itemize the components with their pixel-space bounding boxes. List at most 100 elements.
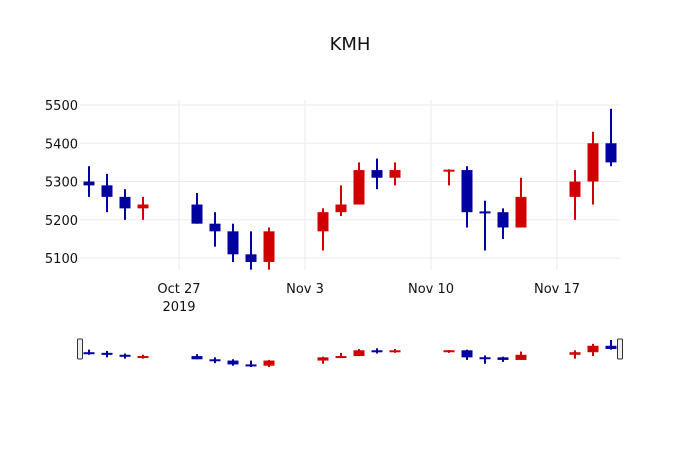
slider-candle-body: [515, 354, 527, 360]
candle-increasing: [497, 208, 509, 239]
slider-candle-body: [443, 350, 455, 353]
candle-body: [371, 170, 383, 178]
x-tick-sublabel: 2019: [162, 300, 195, 315]
candle-body: [101, 185, 113, 197]
grid: [80, 100, 620, 270]
candles: [83, 108, 617, 270]
candle-body: [461, 170, 473, 213]
y-axis: 5100 5200 5300 5400 5500: [45, 99, 78, 267]
candle-increasing: [461, 166, 473, 228]
candle-body: [191, 204, 203, 224]
slider-candle: [83, 349, 95, 355]
slider-candle: [335, 352, 347, 359]
range-slider-right-handle[interactable]: [617, 338, 623, 360]
candle-wick: [448, 169, 450, 186]
slider-candle-body: [605, 345, 617, 349]
candle-body: [443, 169, 455, 172]
candle-decreasing: [587, 131, 599, 205]
slider-candle-body: [119, 354, 131, 357]
candle-decreasing: [335, 185, 347, 217]
candle-decreasing: [389, 162, 401, 186]
slider-candle: [101, 350, 113, 358]
chart-title: KMH: [330, 34, 371, 55]
slider-candle-body: [335, 356, 347, 359]
slider-candle: [245, 360, 257, 367]
candle-body: [137, 204, 149, 209]
slider-candle-body: [497, 357, 509, 360]
candle-increasing: [245, 231, 257, 270]
candle-body: [119, 196, 131, 209]
slider-candle: [191, 354, 203, 360]
candle-wick: [610, 108, 612, 167]
slider-candle-wick: [250, 360, 252, 367]
slider-candle-body: [353, 350, 365, 357]
slider-candle-wick: [610, 340, 612, 350]
slider-candle: [569, 350, 581, 359]
candle-body: [335, 204, 347, 213]
candle-increasing: [119, 189, 131, 220]
slider-candle-body: [137, 356, 149, 359]
candle-body: [497, 212, 509, 228]
y-tick-label: 5500: [45, 99, 78, 114]
slider-candle-body: [569, 352, 581, 355]
x-tick-label: Nov 17: [534, 282, 580, 297]
slider-candle: [389, 349, 401, 353]
range-slider[interactable]: [77, 337, 623, 368]
x-axis: Oct 27 2019 Nov 3 Nov 10 Nov 17: [157, 282, 580, 315]
candle-increasing: [191, 193, 203, 224]
slider-candle-body: [245, 364, 257, 367]
candle-body: [209, 223, 221, 232]
slider-candle-body: [191, 356, 203, 360]
slider-candle-body: [83, 352, 95, 355]
candle-wick: [340, 185, 342, 217]
slider-candle-body: [227, 360, 239, 365]
y-tick-label: 5300: [45, 176, 78, 191]
y-tick-label: 5400: [45, 137, 78, 152]
candle-body: [83, 181, 95, 186]
slider-candle-body: [101, 352, 113, 355]
slider-candle-wick: [484, 355, 486, 364]
candle-body: [317, 212, 329, 232]
candle-decreasing: [569, 170, 581, 220]
slider-candle-body: [263, 360, 275, 366]
candle-body: [587, 143, 599, 182]
range-slider-left-handle[interactable]: [77, 338, 83, 360]
slider-candle: [371, 348, 383, 354]
slider-candle-body: [461, 350, 473, 358]
slider-candle: [479, 355, 491, 364]
candle-body: [479, 211, 491, 214]
slider-candle: [317, 356, 329, 364]
slider-candle: [605, 340, 617, 350]
candle-body: [515, 196, 527, 228]
x-tick-label: Nov 3: [286, 282, 324, 297]
slider-candle-body: [371, 350, 383, 353]
slider-candle: [119, 353, 131, 359]
candle-body: [353, 170, 365, 205]
candle-increasing: [83, 166, 95, 197]
slider-candle: [497, 356, 509, 362]
slider-candle-body: [209, 359, 221, 362]
slider-candle-body: [479, 357, 491, 360]
candle-increasing: [479, 200, 491, 251]
slider-candle: [209, 357, 221, 364]
candle-body: [605, 143, 617, 163]
candle-increasing: [101, 173, 113, 213]
candle-decreasing: [353, 162, 365, 205]
candle-decreasing: [317, 208, 329, 251]
x-tick-label: Oct 27: [157, 282, 200, 297]
x-tick-label: Nov 10: [408, 282, 454, 297]
candle-body: [263, 231, 275, 262]
slider-candle-wick: [340, 352, 342, 358]
slider-candle: [227, 359, 239, 366]
candle-wick: [484, 200, 486, 251]
y-tick-label: 5100: [45, 252, 78, 267]
candle-decreasing: [137, 196, 149, 220]
slider-candle-body: [389, 350, 401, 353]
slider-candle: [137, 354, 149, 359]
candle-wick: [250, 231, 252, 270]
candle-increasing: [371, 158, 383, 190]
candle-decreasing: [515, 177, 527, 228]
candle-body: [245, 254, 257, 262]
slider-candle-body: [587, 345, 599, 353]
